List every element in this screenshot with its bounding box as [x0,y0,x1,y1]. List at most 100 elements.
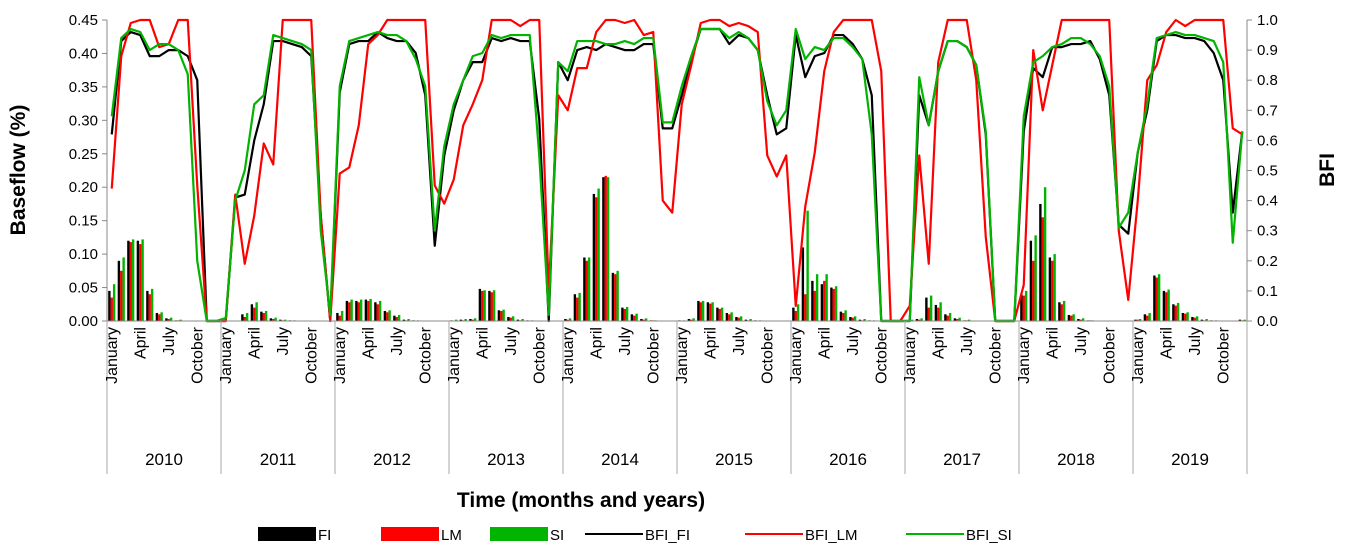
bar-LM-39 [481,290,484,321]
bar-LM-66 [737,317,740,321]
bar-FI-66 [735,316,738,321]
bar-FI-2 [127,240,130,321]
bar-SI-38 [473,318,477,321]
bar-SI-43 [521,318,524,321]
bar-SI-86 [929,295,933,321]
bar-SI-74 [815,274,819,321]
year-label: 2018 [1057,450,1095,469]
bar-FI-77 [839,311,843,321]
month-label: October [645,326,662,384]
month-label: January [560,327,577,384]
line-layer [110,18,1244,323]
bar-FI-78 [849,316,852,321]
year-label: 2015 [715,450,753,469]
bar-LM-15 [253,307,256,321]
bar-SI-62 [701,300,705,321]
year-label: 2011 [260,450,297,469]
bar-SI-48 [568,318,572,321]
month-label: July [617,327,634,355]
bar-FI-112 [1172,304,1175,321]
bar-SI-24 [340,310,344,321]
bar-LM-63 [709,303,712,321]
bar-FI-62 [697,300,700,321]
bar-LM-62 [699,302,702,321]
bar-SI-54 [625,306,629,321]
bar-FI-51 [592,193,596,321]
bar-LM-54 [623,308,626,321]
bar-FI-61 [687,318,691,321]
year-label: 2012 [373,450,411,469]
bar-LM-114 [1193,317,1196,321]
bar-FI-50 [583,257,586,321]
bar-LM-89 [956,318,959,321]
bar-FI-56 [640,318,643,321]
bar-SI-56 [644,318,648,321]
bar-LM-73 [804,294,807,321]
month-label: January [1130,327,1147,384]
bar-FI-63 [706,302,710,321]
bar-FI-24 [336,312,339,321]
bar-SI-40 [492,290,496,321]
bar-FI-1 [117,260,121,321]
month-label: January [1016,327,1033,384]
month-label: January [218,327,235,384]
bar-SI-27 [369,298,372,321]
bar-FI-43 [516,319,520,321]
bar-SI-67 [749,318,752,321]
bar-FI-42 [507,316,510,321]
bar-SI-97 [1034,235,1037,321]
bar-FI-16 [260,311,263,321]
bar-SI-78 [853,316,857,321]
bar-SI-61 [692,318,695,321]
month-label: October [417,326,434,384]
y-axis-left-title: Baseflow (%) [7,105,30,236]
bar-LM-87 [937,307,940,321]
bar-SI-88 [948,312,952,321]
line-BFI_LM [110,18,1243,323]
bar-LM-110 [1155,277,1158,321]
legend-label: BFI_SI [966,527,1012,544]
month-label: July [161,327,178,355]
bar-FI-108 [1134,319,1137,321]
bar-LM-53 [614,274,617,321]
bar-SI-108 [1138,318,1142,321]
bar-FI-0 [108,290,111,321]
bar-LM-111 [1165,292,1168,321]
bar-LM-6 [167,318,170,321]
bar-LM-74 [813,290,816,321]
month-label: April [930,327,947,359]
bar-FI-86 [925,297,928,321]
year-label: 2014 [601,450,639,469]
bar-LM-72 [794,310,797,321]
line-BFI_SI [110,27,1244,323]
bar-SI-100 [1062,300,1066,321]
bar-LM-65 [728,314,731,321]
bar-LM-42 [509,317,512,321]
legend-label: BFI_LM [805,527,858,544]
bar-FI-114 [1191,316,1194,321]
month-label: July [845,327,862,355]
year-label: 2017 [943,450,981,469]
y-left-tick-label: 0.25 [69,146,98,163]
bar-SI-29 [388,310,391,321]
bar-LM-3 [139,244,142,321]
bar-SI-79 [863,318,866,321]
bar-SI-112 [1176,302,1180,321]
month-label: January [104,327,121,384]
bar-LM-109 [1146,315,1149,321]
bar-LM-55 [633,315,636,321]
y-left-tick-label: 0.15 [69,213,98,230]
bar-LM-5 [158,314,161,321]
bar-FI-87 [934,304,938,321]
bar-FI-75 [820,284,824,321]
bar-SI-39 [483,290,486,321]
bar-LM-25 [348,302,351,321]
bar-SI-6 [169,317,173,321]
year-label: 2016 [829,450,867,469]
bar-LM-41 [500,310,503,321]
tick-layer: 0.00 0.05 0.10 0.15 0.20 0.25 0.30 0.35 0.40 0.45… [69,12,1278,330]
bar-FI-110 [1153,275,1156,321]
bar-SI-99 [1053,254,1056,321]
bar-LM-48 [566,319,569,321]
month-label: July [389,327,406,355]
